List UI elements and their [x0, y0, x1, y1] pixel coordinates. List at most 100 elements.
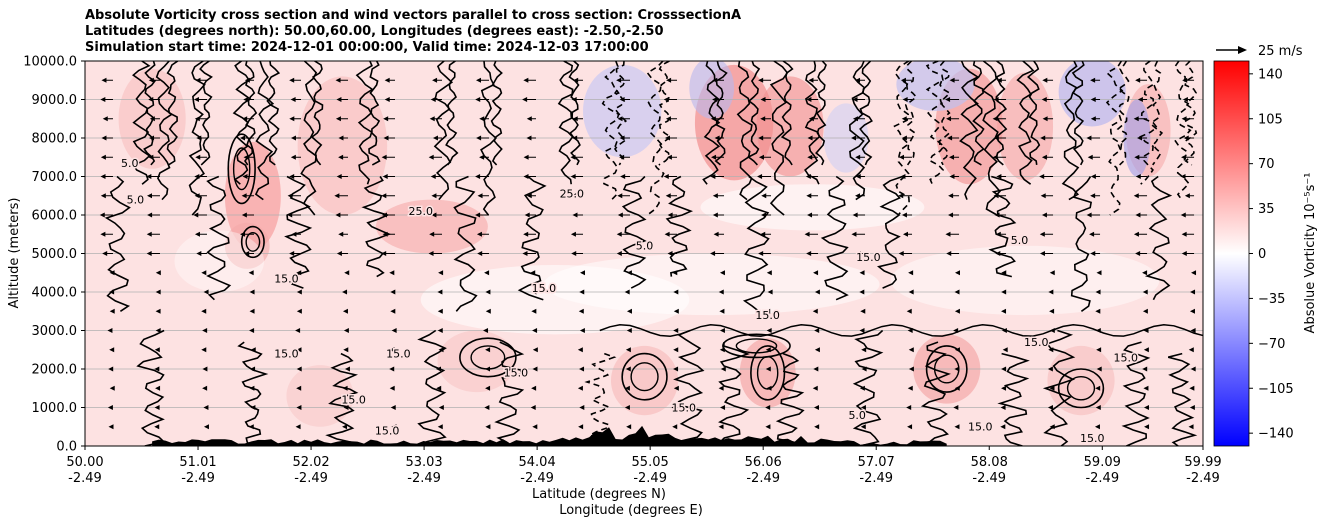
- wind-vector-head: [391, 424, 397, 430]
- wind-vector-head: [290, 135, 296, 141]
- wind-vector-head: [1133, 116, 1139, 122]
- colorbar-tick-label: 0: [1258, 247, 1266, 262]
- wind-vector-head: [155, 328, 161, 333]
- wind-vector-head: [203, 424, 209, 430]
- wind-vector-head: [338, 154, 344, 160]
- wind-vector-head: [296, 347, 302, 353]
- wind-vector-head: [626, 424, 632, 430]
- wind-vector-head: [249, 289, 255, 295]
- colorbar-tick-label: 35: [1258, 202, 1275, 217]
- wind-vector-head: [855, 77, 861, 83]
- wind-vector-head: [155, 289, 161, 295]
- contour-label: 15.0: [1080, 432, 1105, 445]
- wind-vector-head: [100, 174, 106, 179]
- wind-vector-head: [1001, 385, 1007, 391]
- wind-vector-head: [436, 366, 442, 372]
- wind-vector-head: [1090, 174, 1096, 179]
- wind-vector-head: [531, 385, 537, 391]
- wind-vector-head: [617, 116, 623, 122]
- contour-line: [780, 61, 794, 166]
- wind-vector-head: [806, 97, 812, 102]
- contour-line: [325, 352, 359, 446]
- wind-vector-head: [719, 270, 725, 276]
- colorbar-tick-label: 70: [1258, 157, 1275, 172]
- terrain-silhouette: [152, 425, 947, 446]
- contour-line: [820, 175, 849, 301]
- wind-vector-head: [289, 174, 295, 179]
- x-tick-label-longitude: -2.49: [972, 471, 1006, 486]
- wind-vector-head: [531, 289, 537, 295]
- quiver-key: 25 m/s: [1216, 44, 1303, 59]
- contour-line-negative: [1139, 61, 1158, 185]
- wind-vector-head: [289, 251, 295, 256]
- wind-vector-head: [901, 116, 907, 122]
- chart-title-line-2: Latitudes (degrees north): 50.00,60.00, …: [85, 24, 664, 39]
- wind-vector-head: [626, 270, 632, 276]
- wind-vector-head: [814, 328, 820, 333]
- wind-vector-head: [949, 154, 955, 160]
- wind-vector-head: [485, 424, 491, 430]
- wind-vector-head: [335, 77, 341, 83]
- wind-vectors: [99, 77, 1197, 430]
- wind-vector-head: [577, 385, 583, 391]
- x-axis-label-longitude: Longitude (degrees E): [559, 503, 703, 518]
- wind-vector-head: [1183, 135, 1189, 141]
- wind-vector-head: [579, 289, 585, 295]
- wind-vector-head: [1041, 212, 1047, 218]
- wind-vector-head: [438, 270, 444, 276]
- contour-line: [1071, 61, 1085, 166]
- wind-vector-head: [626, 308, 632, 314]
- contour-line: [445, 61, 459, 166]
- wind-vector-head: [437, 328, 443, 333]
- wind-vector-head: [296, 366, 302, 372]
- wind-vector-head: [1039, 231, 1045, 237]
- wind-vector-head: [760, 231, 766, 237]
- wind-vector-head: [1182, 97, 1188, 102]
- wind-vector-head: [954, 289, 960, 295]
- wind-vector-head: [720, 405, 726, 410]
- wind-vector-head: [619, 135, 625, 141]
- wind-vector-head: [203, 405, 209, 410]
- wind-vector-head: [572, 212, 578, 218]
- contour-line: [621, 175, 647, 289]
- wind-vector-head: [766, 385, 772, 391]
- wind-vector-head: [343, 405, 349, 410]
- contour-line: [453, 175, 478, 312]
- wind-vector-head: [296, 289, 302, 295]
- wind-vector-head: [240, 135, 246, 141]
- contour-line: [136, 329, 166, 446]
- wind-vector-head: [1041, 97, 1047, 102]
- wind-vector-head: [578, 308, 584, 314]
- contour-line: [104, 175, 131, 312]
- wind-vector-head: [907, 385, 913, 391]
- wind-vector-head: [1049, 270, 1055, 276]
- contour-line-negative: [1151, 61, 1164, 166]
- wind-vector-head: [954, 308, 960, 314]
- wind-vector-head: [1049, 308, 1055, 314]
- wind-vector-head: [719, 328, 725, 333]
- wind-vector-head: [812, 385, 818, 391]
- wind-vector-head: [336, 174, 342, 179]
- wind-vector-head: [1190, 289, 1196, 295]
- wind-vector-head: [477, 251, 483, 256]
- contour-label: 5.0: [121, 157, 139, 170]
- contour-label: 15.0: [671, 401, 696, 414]
- wind-vector-head: [713, 231, 719, 237]
- wind-vector-head: [1096, 347, 1102, 353]
- wind-vector-head: [673, 328, 679, 333]
- wind-vector-head: [673, 308, 679, 314]
- wind-vector-head: [814, 289, 820, 295]
- wind-vector-head: [148, 154, 154, 160]
- wind-vector-head: [381, 251, 387, 256]
- contour-loop: [227, 133, 256, 205]
- wind-vector-head: [428, 251, 434, 256]
- wind-vector-head: [336, 251, 342, 256]
- wind-vector-head: [523, 174, 529, 179]
- wind-vector-head: [100, 231, 106, 237]
- wind-vector-head: [1040, 193, 1046, 199]
- wind-vector-head: [673, 366, 679, 372]
- wind-vector-head: [432, 135, 438, 141]
- wind-vector-head: [908, 347, 914, 353]
- wind-vector-head: [522, 97, 528, 102]
- wind-vector-head: [814, 424, 820, 430]
